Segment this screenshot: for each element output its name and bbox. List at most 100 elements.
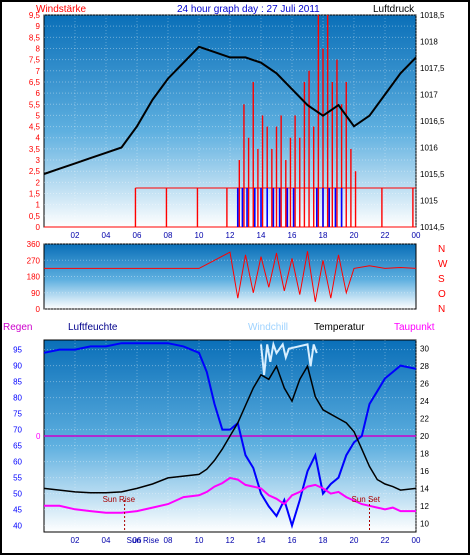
wind-tick-label: 5 [36,111,41,120]
dewpoint-line [44,476,416,514]
humidity-tick-label: 65 [13,442,22,451]
wind-tick-label: 3 [36,156,41,165]
temperature-tick-label: 26 [420,380,429,389]
x-tick-label: 00 [412,231,421,240]
wind-tick-label: 8,5 [29,33,41,42]
compass-label: O [438,289,446,300]
pressure-tick-label: 1015,5 [420,170,445,179]
x-tick-label: 12 [226,231,235,240]
pressure-tick-label: 1017,5 [420,64,445,73]
x-tick-label: 08 [164,536,173,545]
pressure-ticks: 1014,5 1015 1015,5 1016 1016,5 1017 1017,5 1018… [420,11,445,232]
wind-axis-label: Windstärke [36,4,86,15]
wind-tick-label: 6,5 [29,78,41,87]
wind-speed-ticks: 0 0,5 1 1,5 2 2,5 3 3,5 4 4,5 5 5,5 6 6,5 7 7,5 8 8,5 9 9,5 [29,11,41,232]
humidity-label: Luftfeuchte [68,322,118,333]
temperature-tick-label: 10 [420,519,429,528]
wind-tick-label: 6 [36,89,41,98]
wind-tick-label: 4 [36,134,41,143]
wind-direction-grid [44,243,416,310]
x-tick-label: 10 [195,231,204,240]
temperature-line [43,364,417,494]
direction-tick-label: 0 [36,305,41,314]
temperature-tick-label: 22 [420,415,429,424]
x-tick-label: 04 [102,231,111,240]
sunset-label: Sun Set [352,495,381,504]
x-tick-label: 14 [257,536,266,545]
x-tick-label: 22 [381,536,390,545]
compass-label: W [438,259,448,270]
wind-tick-label: 1,5 [29,190,41,199]
direction-tick-label: 270 [27,256,41,265]
pressure-tick-label: 1017 [420,91,438,100]
x-tick-label: 14 [257,231,266,240]
wind-tick-label: 7 [36,67,41,76]
sunrise-tick-label: Sun Rise [127,536,160,545]
wind-tick-label: 9 [36,22,41,31]
temperature-tick-label: 30 [420,345,429,354]
pressure-tick-label: 1016 [420,144,438,153]
dewpoint-label: Taupunkt [394,322,435,333]
humidity-tick-label: 75 [13,410,22,419]
wind-tick-label: 0 [36,223,41,232]
windchill-label: Windchill [248,322,288,333]
rain-label: Regen [3,322,32,333]
wind-tick-label: 9,5 [29,11,41,20]
temperature-tick-label: 28 [420,362,429,371]
temperature-tick-label: 20 [420,432,429,441]
direction-tick-label: 360 [27,240,41,249]
pressure-line [43,45,417,175]
wind-tick-label: 2,5 [29,167,41,176]
pressure-tick-label: 1018,5 [420,11,445,20]
wind-bars [44,15,416,228]
humidity-tick-label: 60 [13,458,22,467]
wind-pressure-grid [44,14,417,228]
x-axis-ticks-bottom: 02 04 06 08 10 12 14 16 18 20 22 00 Sun Rise [71,536,421,545]
humidity-tick-label: 70 [13,426,22,435]
x-tick-label: 06 [133,536,142,545]
pressure-tick-label: 1015 [420,197,438,206]
wind-tick-label: 2 [36,178,41,187]
x-tick-label: 22 [381,231,390,240]
humidity-tick-label: 95 [13,346,22,355]
humidity-tick-label: 40 [13,522,22,531]
rain-zero-label: 0 [36,432,41,441]
temperature-tick-label: 12 [420,502,429,511]
temperature-tick-label: 16 [420,467,429,476]
pressure-tick-label: 1014,5 [420,223,445,232]
x-tick-label: 10 [195,536,204,545]
pressure-tick-label: 1016,5 [420,117,445,126]
wind-direction-line [44,251,417,302]
wind-tick-label: 4,5 [29,123,41,132]
pressure-tick-label: 1018 [420,38,438,47]
x-tick-label: 18 [319,536,328,545]
x-tick-label: 20 [350,536,359,545]
direction-tick-label: 180 [27,273,41,282]
wind-pressure-panel [43,14,417,228]
x-tick-label: 16 [288,231,297,240]
x-tick-label: 12 [226,536,235,545]
direction-tick-label: 90 [31,289,40,298]
humidity-ticks: 40 45 50 55 60 65 70 75 80 85 90 95 [13,346,22,531]
x-tick-label: 02 [71,231,80,240]
x-tick-label: 08 [164,231,173,240]
temperature-label: Temperatur [314,322,365,333]
compass-label: S [438,274,445,285]
x-tick-label: 20 [350,231,359,240]
pressure-axis-label: Luftdruck [373,4,415,15]
temperature-tick-label: 24 [420,397,429,406]
x-tick-label: 16 [288,536,297,545]
x-tick-label: 18 [319,231,328,240]
humidity-tick-label: 45 [13,506,22,515]
x-axis-ticks-top: 02 04 06 08 10 12 14 16 18 20 22 00 [71,231,421,240]
temperature-tick-label: 18 [420,449,429,458]
x-tick-label: 02 [71,536,80,545]
temperature-ticks: 10 12 14 16 18 20 22 24 26 28 30 [420,345,429,529]
x-tick-label: 04 [102,536,111,545]
humidity-tick-label: 50 [13,490,22,499]
humidity-tick-label: 55 [13,474,22,483]
sunrise-label: Sun Rise [103,495,136,504]
wind-tick-label: 7,5 [29,56,41,65]
